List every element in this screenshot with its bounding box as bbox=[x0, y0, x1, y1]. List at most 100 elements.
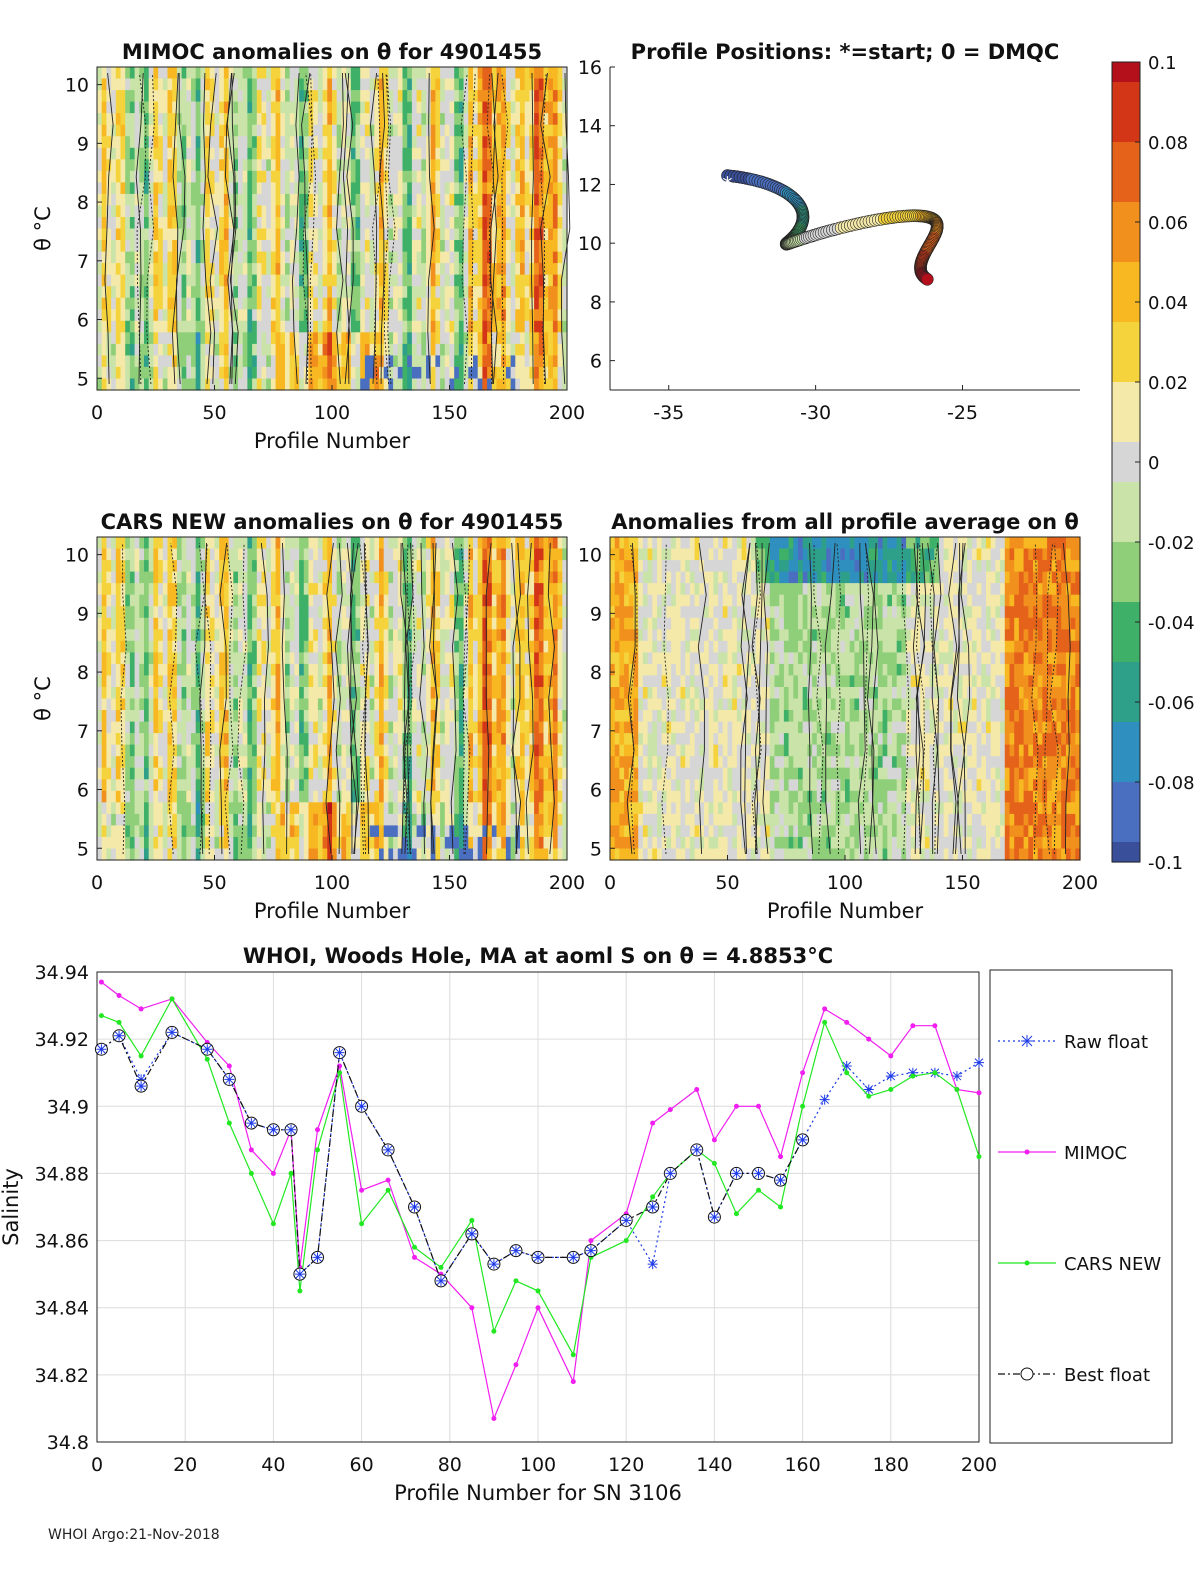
heatmap-cell bbox=[148, 217, 154, 230]
heatmap-cell bbox=[364, 263, 371, 276]
heatmap-cell bbox=[209, 779, 216, 792]
heatmap-cell bbox=[139, 297, 145, 310]
heatmap-cell bbox=[317, 332, 324, 345]
heatmap-cell bbox=[369, 813, 375, 826]
heatmap-cell bbox=[172, 205, 178, 218]
heatmap-cell bbox=[205, 320, 211, 333]
heatmap-cell bbox=[186, 652, 192, 665]
heatmap-cell bbox=[317, 836, 324, 849]
heatmap-cell bbox=[463, 332, 469, 345]
heatmap-cell bbox=[134, 124, 140, 137]
heatmap-cell bbox=[195, 802, 201, 815]
heatmap-cell bbox=[510, 193, 516, 206]
heatmap-cell bbox=[557, 355, 563, 368]
heatmap-cell bbox=[219, 594, 225, 607]
heatmap-cell bbox=[411, 687, 418, 700]
heatmap-cell bbox=[280, 378, 286, 391]
heatmap-cell bbox=[562, 147, 568, 160]
heatmap-cell bbox=[280, 193, 286, 206]
heatmap-cell bbox=[209, 710, 216, 723]
heatmap-cell bbox=[294, 537, 300, 550]
heatmap-cell bbox=[397, 297, 404, 310]
heatmap-cell bbox=[238, 170, 244, 183]
heatmap-cell bbox=[153, 571, 159, 584]
heatmap-cell bbox=[294, 652, 300, 665]
heatmap-cell bbox=[468, 355, 474, 368]
heatmap-cell bbox=[482, 309, 488, 322]
heatmap-cell bbox=[449, 744, 455, 757]
heatmap-cell bbox=[379, 90, 385, 103]
heatmap-cell bbox=[313, 263, 319, 276]
heatmap-cell bbox=[552, 193, 559, 206]
heatmap-cell bbox=[125, 124, 131, 137]
heatmap-cell bbox=[101, 652, 107, 665]
heatmap-cell bbox=[543, 101, 549, 114]
heatmap-cell bbox=[299, 343, 305, 356]
heatmap-cell bbox=[426, 767, 432, 780]
heatmap-cell bbox=[158, 136, 164, 149]
heatmap-cell bbox=[266, 240, 272, 253]
heatmap-cell bbox=[191, 320, 197, 333]
heatmap-cell bbox=[256, 170, 263, 183]
heatmap-cell bbox=[374, 240, 380, 253]
heatmap-cell bbox=[242, 286, 248, 299]
heatmap-cell bbox=[195, 779, 201, 792]
heatmap-cell bbox=[510, 263, 516, 276]
heatmap-cell bbox=[186, 309, 192, 322]
heatmap-cell bbox=[421, 537, 427, 550]
heatmap-cell bbox=[449, 286, 455, 299]
heatmap-cell bbox=[181, 136, 187, 149]
heatmap-cell bbox=[158, 583, 164, 596]
heatmap-cell bbox=[270, 848, 277, 861]
heatmap-cell bbox=[233, 251, 239, 264]
heatmap-cell bbox=[247, 124, 253, 137]
heatmap-cell bbox=[209, 113, 216, 126]
heatmap-cell bbox=[252, 309, 258, 322]
heatmap-cell bbox=[191, 136, 197, 149]
heatmap-cell bbox=[552, 378, 559, 391]
heatmap-cell bbox=[125, 802, 131, 815]
x-tick-label: 150 bbox=[431, 402, 467, 424]
heatmap-cell bbox=[379, 309, 385, 322]
heatmap-cell bbox=[125, 240, 131, 253]
heatmap-cell bbox=[435, 67, 441, 80]
heatmap-cell bbox=[219, 182, 225, 195]
heatmap-cell bbox=[162, 617, 169, 630]
heatmap-cell bbox=[256, 217, 263, 230]
heatmap-cell bbox=[191, 756, 197, 769]
heatmap-cell bbox=[106, 159, 112, 172]
heatmap-cell bbox=[444, 721, 451, 734]
heatmap-cell bbox=[313, 675, 319, 688]
heatmap-cell bbox=[289, 813, 295, 826]
heatmap-cell bbox=[209, 309, 216, 322]
heatmap-cell bbox=[346, 744, 352, 757]
heatmap-cell bbox=[393, 733, 399, 746]
heatmap-cell bbox=[101, 124, 107, 137]
heatmap-cell bbox=[299, 687, 305, 700]
heatmap-cell bbox=[374, 286, 380, 299]
heatmap-cell bbox=[346, 721, 352, 734]
heatmap-cell bbox=[379, 217, 385, 230]
heatmap-cell bbox=[454, 548, 460, 561]
heatmap-cell bbox=[162, 136, 169, 149]
heatmap-cell bbox=[275, 825, 281, 838]
heatmap-cell bbox=[228, 378, 234, 391]
heatmap-cell bbox=[294, 274, 300, 287]
heatmap-cell bbox=[167, 594, 173, 607]
heatmap-cell bbox=[444, 836, 451, 849]
heatmap-cell bbox=[125, 848, 131, 861]
heatmap-cell bbox=[172, 767, 178, 780]
heatmap-cell bbox=[158, 297, 164, 310]
heatmap-cell bbox=[562, 240, 568, 253]
heatmap-cell bbox=[355, 286, 361, 299]
heatmap-cell bbox=[317, 848, 324, 861]
heatmap-cell bbox=[191, 836, 197, 849]
heatmap-cell bbox=[468, 170, 474, 183]
heatmap-cell bbox=[355, 251, 361, 264]
heatmap-cell bbox=[223, 67, 230, 80]
heatmap-cell bbox=[280, 779, 286, 792]
heatmap-cell bbox=[111, 779, 117, 792]
heatmap-cell bbox=[176, 733, 183, 746]
heatmap-cell bbox=[463, 251, 469, 264]
heatmap-cell bbox=[167, 90, 173, 103]
